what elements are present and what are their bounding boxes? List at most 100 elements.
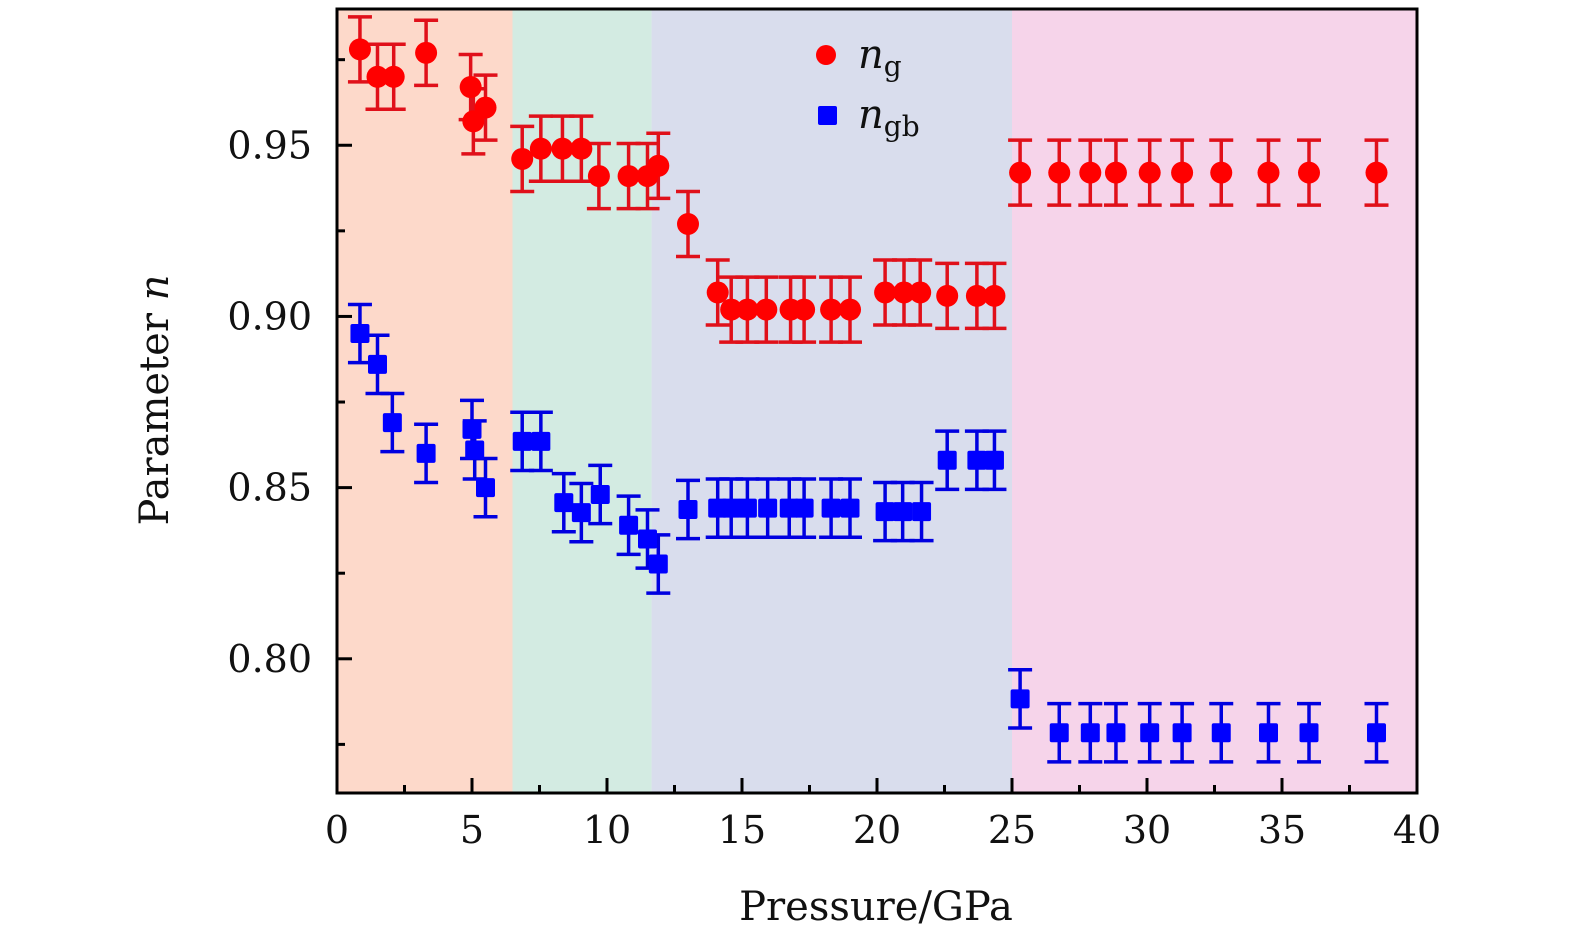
- data-point-n_g: [459, 76, 482, 99]
- data-point-n_g: [1365, 161, 1388, 184]
- axes: 0 5 10 15 20 25 30 35 40 0.80 0.85 0.90 0.95: [227, 7, 1441, 852]
- y-tick-label: 0.95: [227, 123, 312, 167]
- legend-marker-ngb: [818, 106, 837, 125]
- data-point-n_g: [382, 65, 405, 88]
- data-point-n_g: [839, 298, 861, 321]
- x-tick-label: 35: [1258, 808, 1306, 852]
- data-point-n_g: [366, 65, 389, 88]
- data-point-n_gb: [984, 450, 1004, 470]
- data-point-n_gb: [1010, 689, 1030, 709]
- x-tick-label: 10: [583, 808, 631, 852]
- data-point-n_gb: [840, 498, 860, 518]
- data-point-n_g: [965, 284, 988, 307]
- legend-label-ngb: ngb: [858, 92, 920, 143]
- data-point-n_gb: [821, 498, 841, 518]
- data-point-n_g: [909, 281, 932, 304]
- data-point-n_gb: [1140, 723, 1160, 743]
- x-tick-label: 5: [460, 808, 484, 852]
- region-3: [651, 9, 1012, 793]
- x-axis-title: Pressure/GPa: [739, 884, 1013, 930]
- data-point-n_gb: [416, 443, 436, 463]
- data-point-n_g: [893, 281, 915, 304]
- data-point-n_gb: [638, 529, 657, 549]
- x-tick-label: 15: [718, 808, 766, 852]
- data-point-n_gb: [1211, 723, 1231, 743]
- data-point-n_g: [529, 137, 552, 160]
- x-tick-label: 20: [853, 808, 901, 852]
- data-point-n_gb: [571, 503, 591, 523]
- data-point-n_g: [415, 41, 438, 64]
- data-point-n_gb: [1080, 723, 1100, 743]
- x-tick-label: 40: [1393, 808, 1441, 852]
- x-tick-label: 0: [325, 808, 349, 852]
- data-point-n_g: [983, 284, 1006, 307]
- data-point-n_gb: [1049, 723, 1069, 743]
- x-tick-label: 30: [1123, 808, 1171, 852]
- region-4: [1012, 9, 1417, 793]
- data-point-n_g: [793, 298, 816, 321]
- data-point-n_gb: [382, 413, 402, 433]
- data-point-n_g: [1138, 161, 1161, 184]
- data-point-n_gb: [678, 500, 698, 520]
- data-point-n_g: [511, 147, 534, 170]
- data-point-n_g: [1048, 161, 1071, 184]
- data-point-n_gb: [648, 554, 668, 574]
- data-point-n_g: [647, 154, 670, 177]
- data-point-n_g: [706, 281, 729, 304]
- data-point-n_g: [1104, 161, 1127, 184]
- y-tick-label: 0.80: [227, 637, 312, 681]
- data-point-n_g: [617, 165, 640, 188]
- data-point-n_gb: [758, 498, 778, 518]
- data-point-n_g: [720, 298, 743, 321]
- data-point-n_gb: [779, 498, 799, 518]
- data-point-n_gb: [512, 431, 532, 451]
- data-point-n_g: [936, 284, 959, 307]
- data-point-n_g: [1009, 161, 1032, 184]
- y-axis-title: Parameter n: [132, 275, 178, 526]
- data-point-n_gb: [912, 502, 932, 522]
- x-tick-label: 25: [988, 808, 1036, 852]
- data-point-n_gb: [462, 419, 482, 439]
- data-point-n_g: [551, 137, 574, 160]
- data-point-n_g: [1210, 161, 1233, 184]
- data-point-n_gb: [1259, 723, 1278, 743]
- data-point-n_g: [755, 298, 778, 321]
- y-tick-label: 0.90: [227, 294, 312, 338]
- data-point-n_g: [874, 281, 897, 304]
- data-point-n_g: [736, 298, 759, 321]
- data-point-n_gb: [350, 324, 370, 344]
- data-point-n_gb: [737, 498, 757, 518]
- data-point-n_gb: [794, 498, 814, 518]
- data-point-n_g: [820, 298, 843, 321]
- data-point-n_gb: [368, 354, 387, 374]
- data-point-n_gb: [554, 493, 574, 513]
- data-point-n_gb: [465, 440, 485, 460]
- data-point-n_gb: [476, 478, 495, 498]
- data-point-n_g: [1079, 161, 1102, 184]
- data-point-n_g: [1298, 161, 1320, 184]
- data-point-n_gb: [721, 498, 741, 518]
- data-point-n_gb: [1172, 723, 1192, 743]
- legend: ng ngb: [816, 32, 920, 143]
- legend-marker-ng: [816, 45, 836, 65]
- data-point-n_g: [587, 165, 610, 188]
- data-point-n_gb: [1299, 723, 1319, 743]
- data-point-n_g: [1257, 161, 1280, 184]
- data-point-n_gb: [619, 515, 639, 535]
- data-point-n_g: [570, 137, 593, 160]
- data-point-n_g: [677, 213, 699, 236]
- data-point-n_gb: [1106, 723, 1126, 743]
- data-markers: [348, 38, 1388, 743]
- data-point-n_gb: [967, 450, 987, 470]
- data-point-n_gb: [590, 484, 610, 504]
- data-point-n_gb: [937, 450, 957, 470]
- y-tick-label: 0.85: [227, 466, 312, 510]
- data-point-n_gb: [875, 502, 895, 522]
- data-point-n_g: [1171, 161, 1194, 184]
- data-point-n_g: [474, 96, 497, 119]
- legend-label-ng: ng: [858, 32, 902, 83]
- data-point-n_g: [348, 38, 371, 61]
- data-point-n_gb: [531, 431, 551, 451]
- data-point-n_gb: [893, 502, 913, 522]
